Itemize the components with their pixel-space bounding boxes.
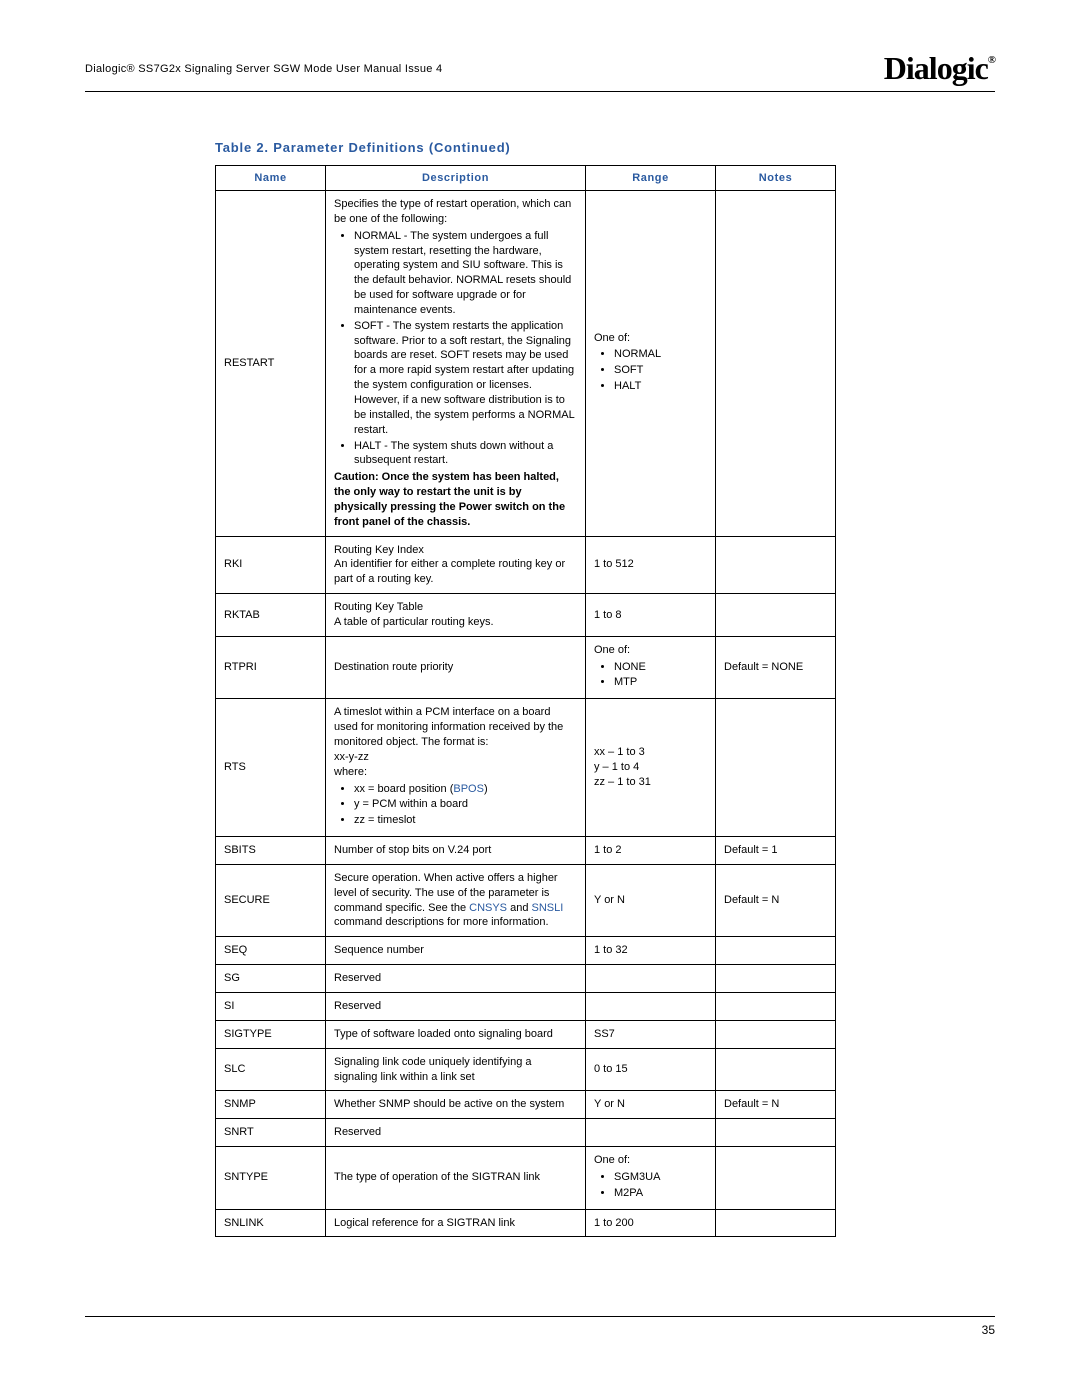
cell-name: RTS: [216, 699, 326, 837]
cell-name: SNRT: [216, 1119, 326, 1147]
cell-desc: Routing Key Table A table of particular …: [326, 594, 586, 637]
cell-name: SEQ: [216, 937, 326, 965]
cell-notes: Default = NONE: [716, 636, 836, 699]
cell-range: [586, 1119, 716, 1147]
cell-name: SNLINK: [216, 1209, 326, 1237]
cell-desc: Routing Key Index An identifier for eith…: [326, 536, 586, 594]
table-row: SNTYPE The type of operation of the SIGT…: [216, 1147, 836, 1210]
cell-range: 1 to 2: [586, 837, 716, 865]
brand-logo: Dialogic®: [884, 50, 995, 87]
table-caption: Table 2. Parameter Definitions (Continue…: [215, 140, 995, 155]
cell-range: One of: NONE MTP: [586, 636, 716, 699]
cell-range: 1 to 200: [586, 1209, 716, 1237]
cell-name: RKI: [216, 536, 326, 594]
cell-name: RKTAB: [216, 594, 326, 637]
cell-range: 1 to 512: [586, 536, 716, 594]
cell-desc: Number of stop bits on V.24 port: [326, 837, 586, 865]
col-name: Name: [216, 166, 326, 191]
cell-notes: Default = N: [716, 864, 836, 936]
cell-name: SECURE: [216, 864, 326, 936]
cell-notes: [716, 594, 836, 637]
cell-range: Y or N: [586, 864, 716, 936]
page-header: Dialogic® SS7G2x Signaling Server SGW Mo…: [85, 50, 995, 92]
cell-name: SBITS: [216, 837, 326, 865]
cell-desc: Signaling link code uniquely identifying…: [326, 1048, 586, 1091]
cell-desc: Specifies the type of restart operation,…: [326, 191, 586, 537]
table-row: SECURE Secure operation. When active off…: [216, 864, 836, 936]
cell-range: xx – 1 to 3 y – 1 to 4 zz – 1 to 31: [586, 699, 716, 837]
cell-notes: [716, 992, 836, 1020]
cell-notes: [716, 965, 836, 993]
snsli-link[interactable]: SNSLI: [532, 902, 564, 914]
table-row: SG Reserved: [216, 965, 836, 993]
cell-range: Y or N: [586, 1091, 716, 1119]
cell-notes: Default = N: [716, 1091, 836, 1119]
cell-range: One of: SGM3UA M2PA: [586, 1147, 716, 1210]
cell-notes: [716, 937, 836, 965]
cell-range: 1 to 8: [586, 594, 716, 637]
table-row: SIGTYPE Type of software loaded onto sig…: [216, 1020, 836, 1048]
cell-name: SNTYPE: [216, 1147, 326, 1210]
cell-name: SI: [216, 992, 326, 1020]
cell-name: SG: [216, 965, 326, 993]
cell-notes: [716, 1048, 836, 1091]
table-row: RKTAB Routing Key Table A table of parti…: [216, 594, 836, 637]
col-notes: Notes: [716, 166, 836, 191]
cell-desc: Destination route priority: [326, 636, 586, 699]
table-row: SEQ Sequence number 1 to 32: [216, 937, 836, 965]
table-row: RTS A timeslot within a PCM interface on…: [216, 699, 836, 837]
cell-name: RTPRI: [216, 636, 326, 699]
cell-desc: Secure operation. When active offers a h…: [326, 864, 586, 936]
table-row: RESTART Specifies the type of restart op…: [216, 191, 836, 537]
cell-notes: [716, 1209, 836, 1237]
cell-desc: Sequence number: [326, 937, 586, 965]
cell-range: [586, 965, 716, 993]
cell-desc: Logical reference for a SIGTRAN link: [326, 1209, 586, 1237]
cell-name: SNMP: [216, 1091, 326, 1119]
bpos-link[interactable]: BPOS: [453, 783, 484, 795]
parameter-table: Name Description Range Notes RESTART Spe…: [215, 165, 836, 1237]
table-row: SNMP Whether SNMP should be active on th…: [216, 1091, 836, 1119]
table-row: SI Reserved: [216, 992, 836, 1020]
cell-range: 1 to 32: [586, 937, 716, 965]
cell-notes: [716, 699, 836, 837]
cell-range: One of: NORMAL SOFT HALT: [586, 191, 716, 537]
cell-desc: Reserved: [326, 1119, 586, 1147]
cell-notes: [716, 536, 836, 594]
cell-notes: [716, 191, 836, 537]
cell-range: 0 to 15: [586, 1048, 716, 1091]
page-number: 35: [982, 1323, 995, 1337]
table-row: SLC Signaling link code uniquely identif…: [216, 1048, 836, 1091]
col-desc: Description: [326, 166, 586, 191]
table-row: SNRT Reserved: [216, 1119, 836, 1147]
cell-notes: [716, 1020, 836, 1048]
table-header-row: Name Description Range Notes: [216, 166, 836, 191]
table-row: RTPRI Destination route priority One of:…: [216, 636, 836, 699]
cell-desc: Whether SNMP should be active on the sys…: [326, 1091, 586, 1119]
cell-name: RESTART: [216, 191, 326, 537]
cell-name: SIGTYPE: [216, 1020, 326, 1048]
cell-desc: Reserved: [326, 992, 586, 1020]
cell-name: SLC: [216, 1048, 326, 1091]
cell-notes: [716, 1119, 836, 1147]
cell-notes: [716, 1147, 836, 1210]
cell-range: [586, 992, 716, 1020]
cell-notes: Default = 1: [716, 837, 836, 865]
table-row: RKI Routing Key Index An identifier for …: [216, 536, 836, 594]
cell-desc: The type of operation of the SIGTRAN lin…: [326, 1147, 586, 1210]
header-title: Dialogic® SS7G2x Signaling Server SGW Mo…: [85, 63, 442, 75]
cell-desc: A timeslot within a PCM interface on a b…: [326, 699, 586, 837]
col-range: Range: [586, 166, 716, 191]
cnsys-link[interactable]: CNSYS: [469, 902, 507, 914]
table-row: SNLINK Logical reference for a SIGTRAN l…: [216, 1209, 836, 1237]
cell-desc: Reserved: [326, 965, 586, 993]
cell-desc: Type of software loaded onto signaling b…: [326, 1020, 586, 1048]
page-footer: 35: [85, 1316, 995, 1337]
cell-range: SS7: [586, 1020, 716, 1048]
table-row: SBITS Number of stop bits on V.24 port 1…: [216, 837, 836, 865]
